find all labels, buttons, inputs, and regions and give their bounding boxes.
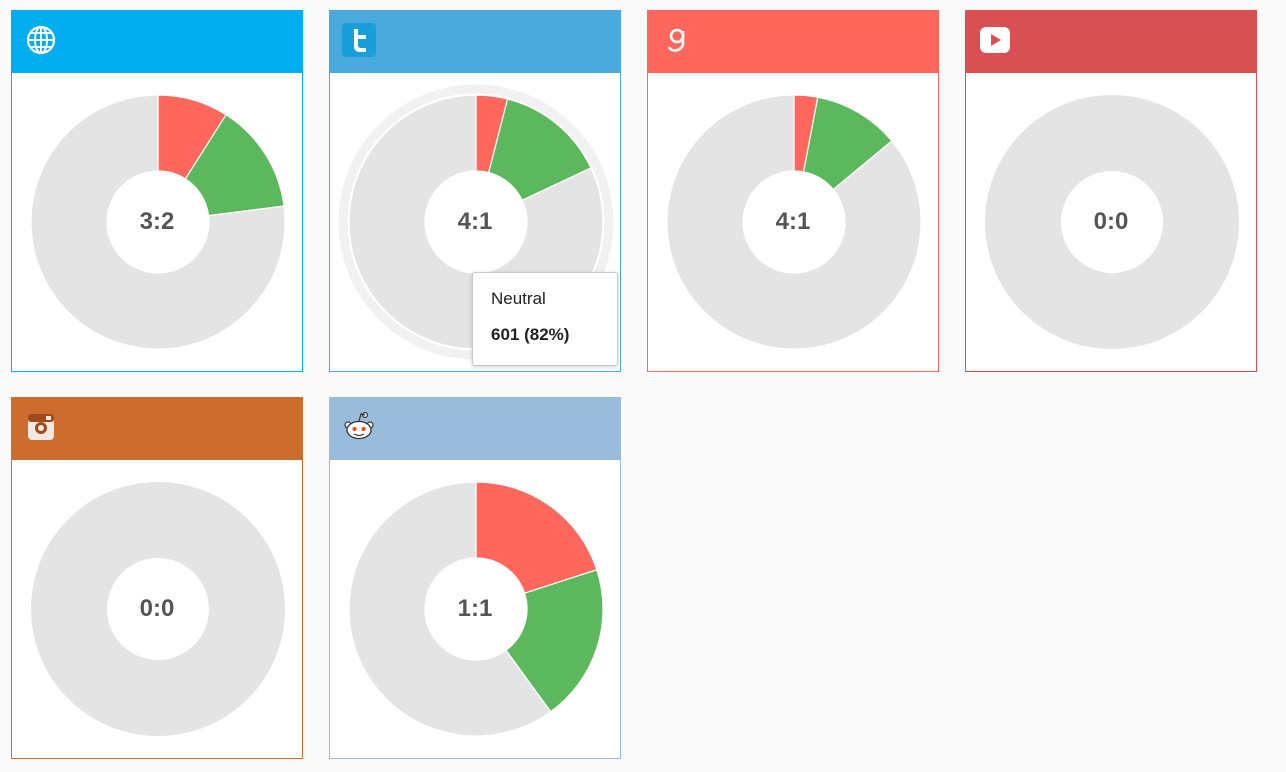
card-body-instagram: 0:0 (12, 460, 302, 758)
card-header-reddit (330, 398, 620, 460)
slice-neutral[interactable] (348, 481, 552, 737)
card-body-web: 3:2 (12, 73, 302, 371)
donut-chart-google[interactable] (648, 73, 938, 371)
sentiment-card-reddit: 1:1 (329, 397, 621, 759)
sentiment-ratio: 0:0 (1093, 208, 1129, 235)
donut-chart-youtube[interactable] (966, 73, 1256, 371)
card-body-reddit: 1:1 (330, 460, 620, 758)
sentiment-ratio: 0:0 (139, 595, 175, 622)
card-header-youtube (966, 11, 1256, 73)
card-header-twitter (330, 11, 620, 73)
card-header-google (648, 11, 938, 73)
chart-tooltip: Neutral 601 (82%) (472, 272, 618, 366)
slice-neutral[interactable] (31, 482, 285, 736)
sentiment-ratio: 1:1 (457, 595, 493, 622)
slice-positive[interactable] (505, 568, 604, 713)
instagram-icon (24, 410, 58, 444)
sentiment-card-web: 3:2 (11, 10, 303, 372)
sentiment-card-google: 4:1 (647, 10, 939, 372)
donut-chart-reddit[interactable] (330, 460, 620, 758)
google-plus-icon (660, 23, 694, 57)
sentiment-card-instagram: 0:0 (11, 397, 303, 759)
sentiment-ratio: 3:2 (139, 208, 175, 235)
donut-chart-web[interactable] (12, 73, 302, 371)
donut-chart-instagram[interactable] (12, 460, 302, 758)
slice-neutral[interactable] (30, 94, 286, 350)
card-header-web (12, 11, 302, 73)
globe-icon (24, 23, 58, 57)
sentiment-ratio: 4:1 (775, 208, 811, 235)
sentiment-card-youtube: 0:0 (965, 10, 1257, 372)
slice-negative[interactable] (475, 481, 598, 594)
tooltip-label: Neutral (491, 289, 546, 308)
card-header-instagram (12, 398, 302, 460)
tooltip-value: 601 (82%) (491, 325, 570, 344)
card-body-google: 4:1 (648, 73, 938, 371)
slice-neutral[interactable] (666, 94, 922, 350)
card-body-youtube: 0:0 (966, 73, 1256, 371)
slice-neutral[interactable] (985, 95, 1239, 349)
twitter-icon (342, 23, 376, 57)
youtube-icon (978, 23, 1012, 57)
reddit-icon (342, 410, 376, 444)
sentiment-ratio: 4:1 (457, 208, 493, 235)
